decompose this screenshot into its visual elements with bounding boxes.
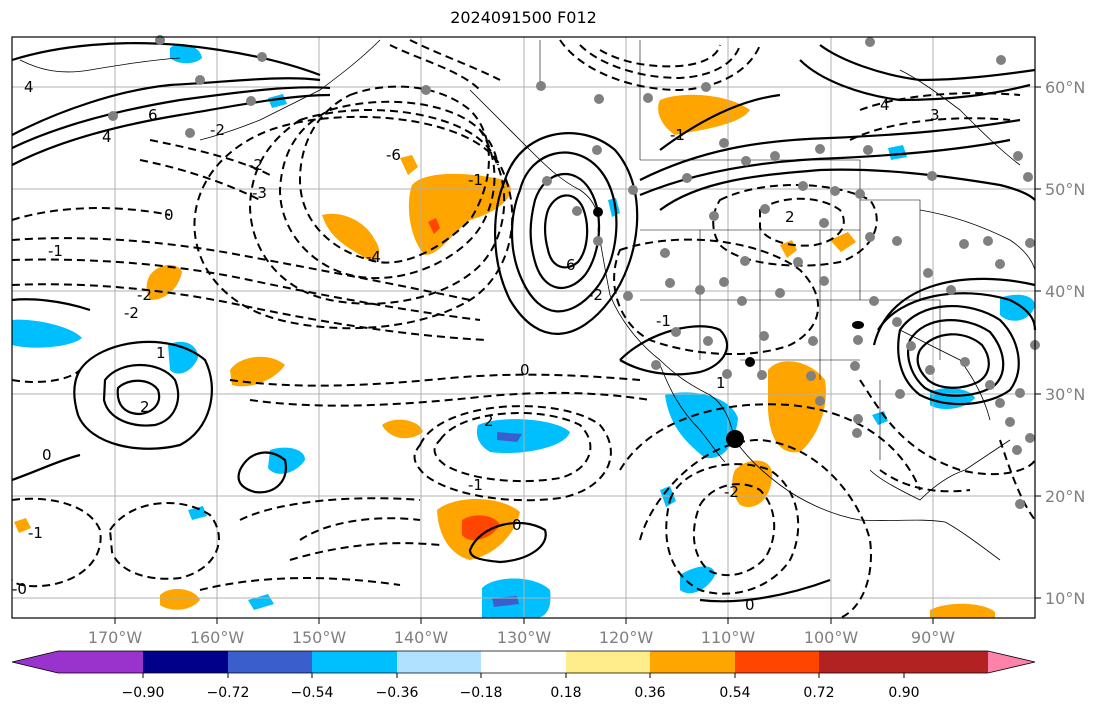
lon-tick-label: 110°W <box>701 628 756 647</box>
colorbar-bin <box>566 651 650 673</box>
lon-tick-label: 150°W <box>292 628 347 647</box>
station-markers <box>108 35 1040 509</box>
lon-tick-label: 160°W <box>190 628 245 647</box>
colorbar-extend-low <box>12 651 58 673</box>
colorbar-bin <box>228 651 312 673</box>
contour-label: -2 <box>210 121 225 139</box>
contour-label: -2 <box>137 286 152 304</box>
contour-label: -2 <box>124 304 139 322</box>
lat-tick-label: 20°N <box>1045 487 1085 506</box>
contour-label: 0 <box>42 446 52 464</box>
contour-label: -6 <box>386 146 401 164</box>
contour-label: -2 <box>724 483 739 501</box>
contour-label: 0 <box>164 206 174 224</box>
colorbar-tick-label: −0.18 <box>460 685 503 701</box>
contour-label: 4 <box>880 96 890 114</box>
lon-tick-label: 120°W <box>599 628 654 647</box>
colorbar <box>11 650 1036 678</box>
contour-label: -2 <box>588 286 603 304</box>
map-title: 2024091500 F012 <box>450 8 597 27</box>
colorbar-bin <box>819 651 904 673</box>
colorbar-bin <box>397 651 481 673</box>
contour-label: -1 <box>468 476 483 494</box>
lat-tick-label: 30°N <box>1045 385 1085 404</box>
colorbar-bin <box>481 651 566 673</box>
contour-label: -1 <box>670 126 685 144</box>
contour-label: 0 <box>520 361 530 379</box>
colorbar-tick-label: −0.36 <box>376 685 419 701</box>
colorbar-tick-label: 0.54 <box>719 685 750 701</box>
contour-labels: 4 6 4 -2 -3 -2 0 -1 -6 -4 -2 -1 1 2 0 -1… <box>12 78 940 614</box>
colorbar-tick-label: −0.90 <box>122 685 165 701</box>
contour-label: -1 <box>48 242 63 260</box>
contour-label: 6 <box>148 106 158 124</box>
contour-label: -0 <box>12 580 27 598</box>
contour-label: 0 <box>512 516 522 534</box>
lat-tick-label: 50°N <box>1045 180 1085 199</box>
colorbar-tick-label: −0.54 <box>291 685 334 701</box>
contour-label: -4 <box>366 248 381 266</box>
positive-anomaly-areas <box>14 94 995 618</box>
colorbar-bin <box>143 651 228 673</box>
coastlines <box>19 39 1036 561</box>
lon-tick-label: 170°W <box>88 628 143 647</box>
colorbar-bin <box>735 651 819 673</box>
colorbar-tick-labels: −0.90 −0.72 −0.54 −0.36 −0.18 0.18 0.36 … <box>122 685 920 701</box>
solid-contours <box>11 42 1037 603</box>
lon-tick-label: 140°W <box>394 628 449 647</box>
lat-tick-label: 60°N <box>1045 78 1085 97</box>
contour-label: -2 <box>248 156 263 174</box>
contour-label: 1 <box>716 374 726 392</box>
colorbar-bin <box>58 651 143 673</box>
lon-tick-label: 130°W <box>497 628 552 647</box>
dashed-contours <box>11 39 1036 619</box>
lat-tick-label: 10°N <box>1045 589 1085 608</box>
latitude-axis: 10°N 20°N 30°N 40°N 50°N 60°N <box>1035 78 1085 608</box>
contour-label: 2 <box>140 398 150 416</box>
contour-label: 3 <box>930 106 940 124</box>
colorbar-bin <box>904 651 988 673</box>
colorbar-tick-label: 0.36 <box>634 685 665 701</box>
contour-label: 2 <box>785 208 795 226</box>
colorbar-tick-label: −0.72 <box>207 685 250 701</box>
colorbar-bin <box>312 651 397 673</box>
colorbar-tick-label: 0.90 <box>888 685 919 701</box>
contour-label: 4 <box>24 78 34 96</box>
contour-label: -1 <box>28 524 43 542</box>
map-panel: 4 6 4 -2 -3 -2 0 -1 -6 -4 -2 -1 1 2 0 -1… <box>11 35 1040 619</box>
storm-markers <box>593 207 864 448</box>
colorbar-extend-high <box>988 651 1035 673</box>
contour-label: -3 <box>252 184 267 202</box>
contour-label: 6 <box>566 256 576 274</box>
colorbar-outline <box>11 650 1036 674</box>
contour-label: 4 <box>102 128 112 146</box>
contour-label: -1 <box>656 312 671 330</box>
lon-tick-label: 100°W <box>804 628 859 647</box>
contour-label: -1 <box>468 171 483 189</box>
contour-label: 0 <box>745 596 755 614</box>
colorbar-bin <box>650 651 735 673</box>
colorbar-tick-label: 0.72 <box>803 685 834 701</box>
contour-label: 2 <box>484 412 494 430</box>
contour-label: 1 <box>156 344 166 362</box>
lat-tick-label: 40°N <box>1045 282 1085 301</box>
lon-tick-label: 90°W <box>911 628 955 647</box>
colorbar-tick-label: 0.18 <box>550 685 581 701</box>
longitude-axis: 170°W 160°W 150°W 140°W 130°W 120°W 110°… <box>88 618 955 647</box>
